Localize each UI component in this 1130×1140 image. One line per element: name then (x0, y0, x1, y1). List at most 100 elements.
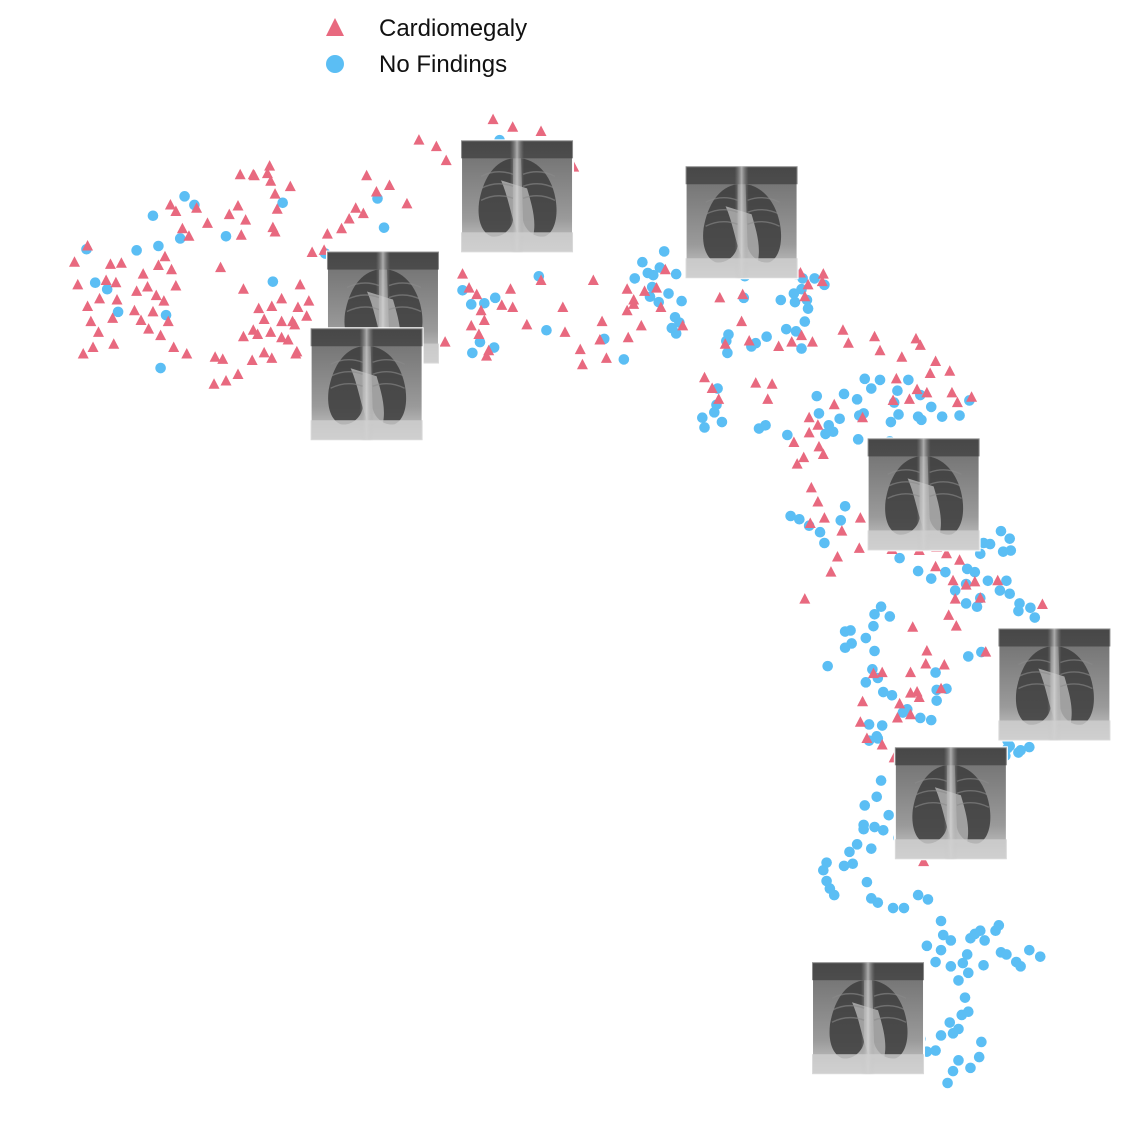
cardiomegaly-point (481, 350, 493, 361)
cardiomegaly-point (918, 855, 930, 867)
no-findings-point (378, 222, 390, 233)
cardiomegaly-point (208, 378, 220, 389)
no-findings-point (467, 347, 478, 359)
no-findings-point (945, 961, 957, 972)
cardiomegaly-point (762, 393, 774, 404)
no-findings-point (894, 552, 905, 564)
cardiomegaly-point (471, 288, 483, 300)
no-findings-point (949, 585, 961, 596)
cardiomegaly-point (142, 281, 154, 292)
cardiomegaly-point (913, 691, 925, 702)
no-findings-point (789, 296, 801, 308)
no-findings-point (838, 860, 850, 872)
cardiomegaly-point (166, 263, 178, 275)
cardiomegaly-point (621, 283, 633, 294)
no-findings-point (782, 429, 793, 441)
cardiomegaly-point (247, 168, 259, 180)
no-findings-point (796, 343, 807, 354)
cardiomegaly-point (736, 315, 748, 327)
legend-label-no-findings: No Findings (379, 51, 507, 78)
cardiomegaly-point (867, 667, 879, 679)
no-findings-point (479, 297, 490, 309)
no-findings-point (676, 295, 687, 307)
no-findings-point (465, 299, 477, 310)
no-findings-point (844, 846, 855, 858)
cardiomegaly-point (628, 294, 640, 305)
no-findings-point (277, 197, 288, 209)
cardiomegaly-point (596, 315, 608, 327)
cardiomegaly-point (235, 229, 247, 240)
no-findings-point (647, 269, 659, 281)
cardiomegaly-point (788, 436, 800, 448)
no-findings-point (1034, 951, 1046, 962)
cardiomegaly-point (321, 228, 333, 239)
no-findings-point (1001, 575, 1012, 587)
xray-thumbnails-layer (309, 139, 1112, 1076)
cardiomegaly-point (147, 305, 159, 317)
no-findings-point (699, 422, 710, 433)
no-findings-point (112, 306, 124, 318)
no-findings-point (912, 889, 924, 901)
cardiomegaly-point (104, 258, 116, 269)
no-findings-point (1005, 545, 1017, 556)
cardiomegaly-point (887, 394, 899, 405)
no-findings-point (931, 695, 942, 706)
cardiomegaly-point (290, 348, 302, 359)
cardiomegaly-point (944, 365, 956, 376)
no-findings-point (131, 245, 142, 256)
no-findings-point (887, 902, 899, 914)
no-findings-point (965, 1062, 976, 1074)
cardiomegaly-point (743, 335, 755, 346)
cardiomegaly-point (943, 609, 955, 620)
cardiomegaly-point (806, 336, 818, 347)
cardiomegaly-point (980, 646, 992, 657)
cardiomegaly-point (828, 398, 840, 410)
no-findings-point (868, 620, 879, 632)
cardiomegaly-point (507, 121, 519, 132)
cardiomegaly-point (951, 396, 963, 408)
cardiomegaly-point (253, 302, 265, 314)
no-findings-point (971, 601, 983, 613)
series-cardiomegaly (69, 113, 1048, 867)
no-findings-point (1025, 602, 1036, 614)
cardiomegaly-point (336, 222, 348, 234)
cardiomegaly-point (635, 319, 647, 331)
no-findings-point (935, 915, 947, 927)
cardiomegaly-point (135, 314, 147, 326)
cardiomegaly-point (473, 328, 485, 340)
cardiomegaly-point (659, 263, 671, 275)
no-findings-point (982, 575, 994, 587)
no-findings-point (876, 720, 888, 731)
no-findings-point (722, 347, 733, 359)
xray-thumbnail (866, 437, 981, 552)
cardiomegaly-point (799, 593, 811, 604)
no-findings-point (1014, 598, 1025, 609)
no-findings-point (267, 276, 279, 287)
cardiomegaly-point (876, 666, 888, 678)
cardiomegaly-point (181, 348, 193, 359)
cardiomegaly-point (292, 301, 304, 313)
cardiomegaly-point (271, 203, 283, 214)
no-findings-point (658, 246, 670, 257)
cardiomegaly-point (301, 310, 313, 321)
cardiomegaly-point (131, 285, 143, 296)
cardiomegaly-point (796, 329, 808, 341)
no-findings-point (892, 385, 903, 397)
xray-thumbnail (460, 139, 575, 254)
no-findings-point (818, 864, 829, 876)
cardiomegaly-point (384, 179, 396, 191)
cardiomegaly-point (891, 711, 903, 723)
cardiomegaly-point (907, 621, 919, 632)
no-findings-point (839, 626, 851, 637)
cardiomegaly-point (223, 208, 235, 220)
no-findings-point (942, 1077, 953, 1089)
no-findings-point (775, 294, 787, 306)
cardiomegaly-point (803, 426, 815, 438)
cardiomegaly-point (191, 202, 203, 213)
no-findings-point (851, 394, 863, 405)
cardiomegaly-point (890, 372, 902, 384)
cardiomegaly-point (237, 330, 249, 342)
no-findings-point (935, 944, 947, 956)
cardiomegaly-point (128, 304, 140, 316)
no-findings-point (179, 191, 190, 202)
